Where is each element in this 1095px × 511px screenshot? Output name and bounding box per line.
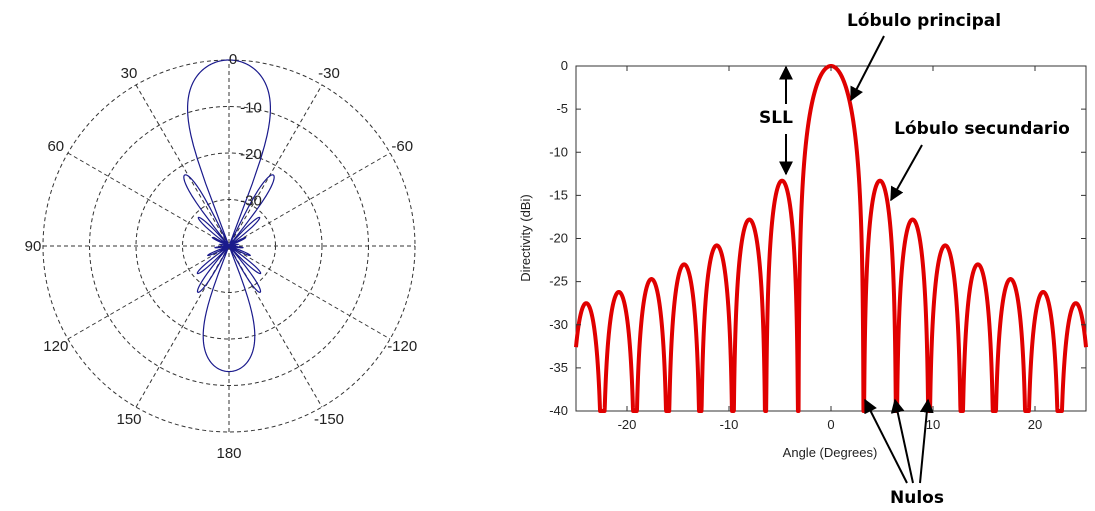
polar-angle-label: 150 bbox=[116, 411, 141, 428]
x-axis-label: Angle (Degrees) bbox=[783, 445, 878, 460]
polar-angle-label: -120 bbox=[387, 338, 417, 355]
x-tick-label: -20 bbox=[618, 417, 637, 432]
polar-angle-label: 60 bbox=[47, 138, 64, 155]
y-tick-label: -40 bbox=[549, 403, 568, 418]
sll-annotation: SLL bbox=[759, 108, 793, 128]
rect-chart: -20 -10 0 10 20 0 -5 -10 -15 -20 -25 -30 -35 -40 Ang… bbox=[518, 11, 1088, 508]
polar-angle-label: 30 bbox=[121, 65, 138, 82]
y-tick-label: -5 bbox=[556, 101, 568, 116]
main-lobe-arrow bbox=[850, 35, 885, 102]
y-axis-label: Directivity (dBi) bbox=[518, 194, 533, 281]
null-arrow-1 bbox=[864, 398, 908, 484]
nulls-annotation: Nulos bbox=[890, 488, 944, 508]
polar-chart: 0 30 -30 60 -60 90 120 -120 150 -150 180 -10 -20 -30 bbox=[25, 51, 418, 462]
x-axis-ticks: -20 -10 0 10 20 bbox=[618, 66, 1042, 432]
y-tick-label: -35 bbox=[549, 360, 568, 375]
polar-angle-labels: 0 30 -30 60 -60 90 120 -120 150 -150 180 bbox=[25, 51, 418, 462]
polar-angle-label: -60 bbox=[391, 138, 413, 155]
main-lobe-annotation: Lóbulo principal bbox=[847, 11, 1001, 31]
null-arrow-2 bbox=[890, 398, 914, 484]
polar-angle-label: 0 bbox=[229, 51, 237, 68]
polar-radial-labels: -10 -20 -30 bbox=[240, 100, 262, 210]
y-tick-label: -20 bbox=[549, 231, 568, 246]
side-lobe-annotation: Lóbulo secundario bbox=[894, 119, 1070, 139]
polar-radial-label: -10 bbox=[240, 100, 262, 117]
plot-frame bbox=[575, 65, 1087, 412]
y-tick-label: -15 bbox=[549, 187, 568, 202]
y-tick-label: -25 bbox=[549, 274, 568, 289]
polar-angle-label: -30 bbox=[318, 65, 340, 82]
polar-angle-label: -150 bbox=[314, 411, 344, 428]
polar-ring bbox=[135, 152, 323, 340]
x-tick-label: 20 bbox=[1028, 417, 1042, 432]
polar-angle-label: 180 bbox=[216, 445, 241, 462]
y-tick-label: -30 bbox=[549, 317, 568, 332]
y-tick-label: -10 bbox=[549, 144, 568, 159]
y-tick-label: 0 bbox=[561, 58, 568, 73]
null-arrow-3 bbox=[919, 398, 934, 484]
x-tick-label: 10 bbox=[926, 417, 940, 432]
polar-pattern-series bbox=[183, 59, 275, 373]
y-axis-ticks: 0 -5 -10 -15 -20 -25 -30 -35 -40 bbox=[549, 58, 1086, 418]
polar-radial-label: -30 bbox=[240, 193, 262, 210]
x-tick-label: 0 bbox=[827, 417, 834, 432]
side-lobe-arrow bbox=[890, 144, 923, 202]
polar-angle-label: 120 bbox=[43, 338, 68, 355]
polar-angle-label: 90 bbox=[25, 238, 42, 255]
x-tick-label: -10 bbox=[720, 417, 739, 432]
polar-radial-label: -20 bbox=[240, 146, 262, 163]
